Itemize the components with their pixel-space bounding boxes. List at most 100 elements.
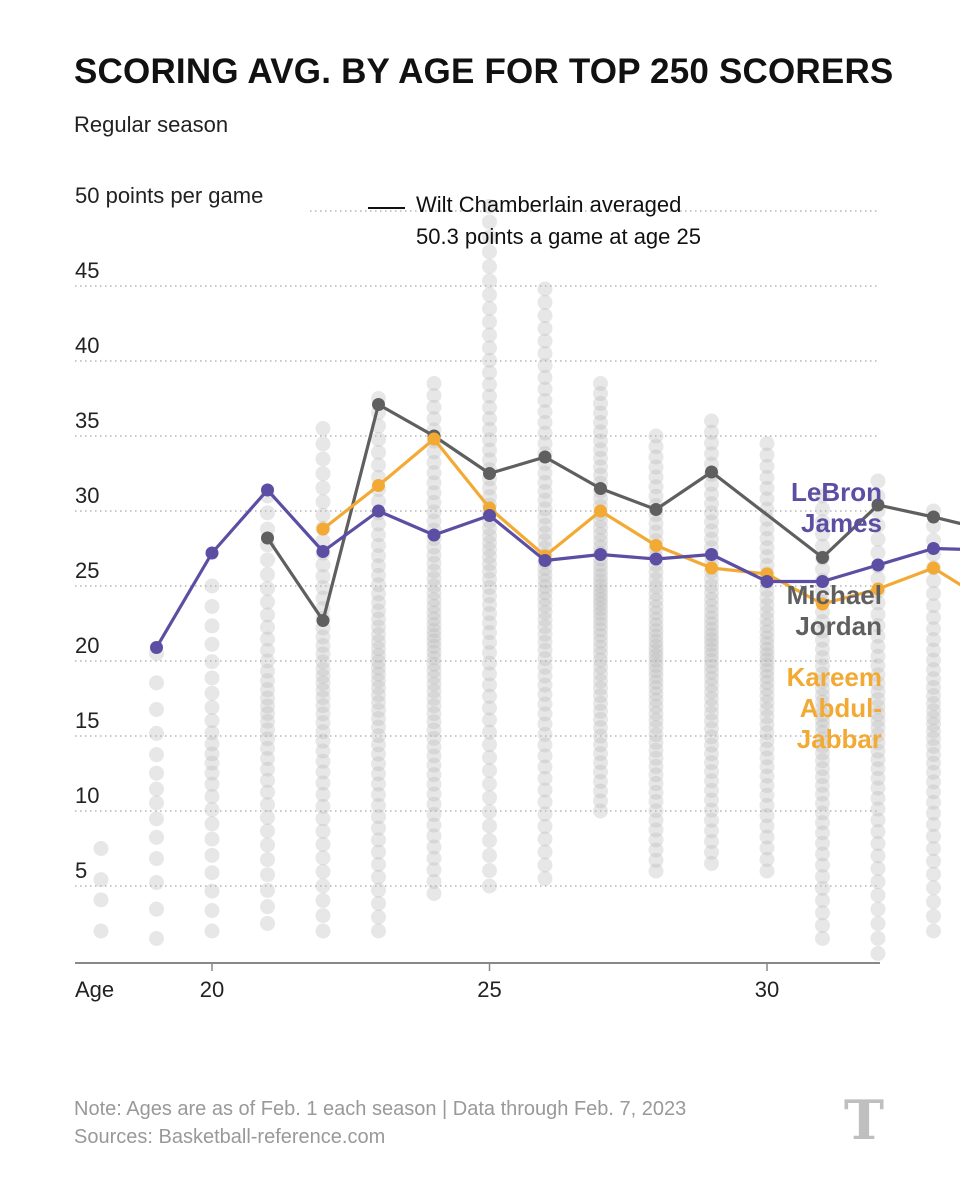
season-dot xyxy=(815,761,830,777)
season-dot xyxy=(759,733,775,749)
season-dot xyxy=(815,786,830,802)
season-dot xyxy=(482,327,497,343)
season-dot xyxy=(870,617,886,633)
season-dot xyxy=(593,596,608,612)
season-dot xyxy=(315,836,331,852)
season-dot xyxy=(593,573,608,589)
season-dot xyxy=(315,675,331,691)
season-dot xyxy=(648,564,664,580)
season-dot xyxy=(315,480,331,496)
season-dot xyxy=(426,730,442,746)
season-dot xyxy=(149,675,164,691)
season-dot xyxy=(648,439,664,455)
season-dot xyxy=(260,552,275,568)
season-dot xyxy=(149,811,164,827)
season-dot xyxy=(204,883,220,899)
season-dot xyxy=(870,836,886,852)
season-dot xyxy=(593,526,608,542)
season-dot xyxy=(426,690,442,706)
season-dot xyxy=(704,647,719,663)
season-dot xyxy=(704,737,719,753)
season-dot xyxy=(815,666,830,682)
season-dot xyxy=(815,526,830,542)
season-dot xyxy=(870,801,886,817)
chart-title: SCORING AVG. BY AGE FOR TOP 250 SCORERS xyxy=(74,52,894,91)
season-dot xyxy=(426,757,442,773)
season-dot xyxy=(426,644,442,660)
series-label-line: Kareem xyxy=(787,662,882,692)
season-dot xyxy=(759,840,775,856)
season-dot xyxy=(593,583,608,599)
season-dot xyxy=(482,259,497,275)
season-dot xyxy=(537,567,553,583)
season-dot xyxy=(482,400,497,416)
season-dot xyxy=(648,611,664,627)
season-dot xyxy=(537,794,553,810)
season-dot xyxy=(426,411,442,427)
season-dot xyxy=(371,809,386,825)
season-dot xyxy=(371,746,386,762)
season-dot xyxy=(704,698,719,714)
season-dot xyxy=(593,680,608,696)
season-dot xyxy=(870,545,886,561)
season-dot xyxy=(648,643,664,659)
season-dot xyxy=(704,578,719,594)
season-dot xyxy=(93,872,109,888)
season-dot xyxy=(537,604,553,620)
season-dot xyxy=(648,719,664,735)
season-dot xyxy=(315,706,331,722)
y-tick-label-5: 5 xyxy=(75,858,87,883)
season-dot xyxy=(759,630,775,646)
season-dot xyxy=(704,773,719,789)
season-dot xyxy=(260,823,275,839)
season-dot xyxy=(482,442,497,458)
season-dot xyxy=(870,699,886,715)
season-dot xyxy=(648,515,664,531)
series-label-line: Jabbar xyxy=(797,724,882,754)
season-dot xyxy=(648,750,664,766)
season-dot xyxy=(371,882,386,898)
season-dot xyxy=(371,654,386,670)
season-dot xyxy=(537,333,553,349)
season-dot xyxy=(260,867,275,883)
season-dot xyxy=(926,716,941,732)
season-dot xyxy=(426,555,442,571)
season-dot xyxy=(815,815,830,831)
season-dot xyxy=(815,917,830,933)
season-dot xyxy=(260,619,275,635)
series-point-kareem-abdul-jabbar xyxy=(871,582,885,596)
season-dot xyxy=(482,287,497,303)
season-dot xyxy=(426,796,442,812)
season-dot xyxy=(926,853,941,869)
season-dot xyxy=(426,513,442,529)
season-dot xyxy=(537,381,553,397)
season-dot xyxy=(704,616,719,632)
season-dot xyxy=(426,387,442,403)
season-dot xyxy=(759,590,775,606)
season-dot xyxy=(260,690,275,706)
season-dot xyxy=(704,705,719,721)
season-dot xyxy=(315,823,331,839)
season-dot xyxy=(204,903,220,919)
season-dot xyxy=(537,659,553,675)
season-dot xyxy=(648,680,664,696)
season-dot xyxy=(260,740,275,756)
season-dot xyxy=(371,869,386,885)
season-dot xyxy=(482,571,497,587)
season-dot xyxy=(815,561,830,577)
season-dot xyxy=(315,753,331,769)
season-dot xyxy=(482,790,497,806)
season-dot xyxy=(482,655,497,671)
season-dot xyxy=(759,768,775,784)
series-line-lebron-james xyxy=(154,488,960,650)
season-dot xyxy=(870,752,886,768)
season-dot xyxy=(704,632,719,648)
season-dot xyxy=(926,774,941,790)
season-dot xyxy=(426,748,442,764)
series-point-kareem-abdul-jabbar xyxy=(594,504,607,518)
season-dot xyxy=(315,715,331,731)
season-dot xyxy=(426,786,442,802)
season-dot xyxy=(593,695,608,711)
season-dot xyxy=(260,899,275,915)
season-dot xyxy=(815,623,830,639)
